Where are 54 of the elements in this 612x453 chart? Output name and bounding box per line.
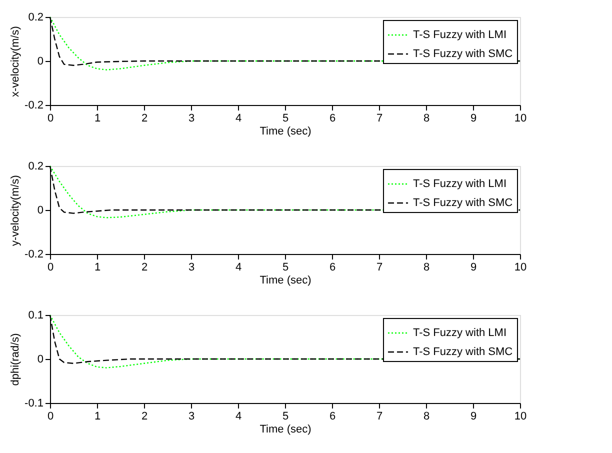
- legend-label: T-S Fuzzy with LMI: [413, 29, 507, 41]
- x-tick-label: 7: [376, 112, 383, 124]
- x-tick-label: 0: [47, 112, 54, 124]
- x-tick-label: 3: [188, 262, 195, 274]
- x-tick-label: 2: [141, 410, 148, 422]
- y-tick-label: -0.1: [24, 398, 44, 410]
- x-axis-title: Time (sec): [260, 424, 312, 436]
- legend-label: T-S Fuzzy with SMC: [413, 197, 513, 209]
- x-tick-label: 8: [423, 112, 430, 124]
- x-tick-label: 0: [47, 262, 54, 274]
- legend-label: T-S Fuzzy with SMC: [413, 48, 513, 60]
- x-tick-label: 10: [514, 410, 527, 422]
- y-tick-label: 0: [37, 204, 44, 216]
- x-tick-label: 8: [423, 262, 430, 274]
- y-tick-label: 0.1: [28, 310, 44, 322]
- x-tick-label: 2: [141, 262, 148, 274]
- x-tick-label: 9: [470, 262, 477, 274]
- x-tick-label: 7: [376, 410, 383, 422]
- x-tick-label: 0: [47, 410, 54, 422]
- y-tick-label: 0: [37, 56, 44, 68]
- x-tick-label: 3: [188, 410, 195, 422]
- y-tick-label: -0.2: [24, 100, 44, 112]
- x-axis-title: Time (sec): [260, 126, 312, 138]
- legend-label: T-S Fuzzy with LMI: [413, 327, 507, 339]
- legend-label: T-S Fuzzy with LMI: [413, 178, 507, 190]
- x-tick-label: 8: [423, 410, 430, 422]
- x-tick-label: 2: [141, 112, 148, 124]
- x-tick-label: 6: [329, 410, 336, 422]
- y-tick-label: -0.2: [24, 248, 44, 260]
- x-tick-label: 4: [235, 410, 242, 422]
- x-tick-label: 1: [94, 410, 101, 422]
- legend-label: T-S Fuzzy with SMC: [413, 346, 513, 358]
- x-tick-label: 10: [514, 112, 527, 124]
- x-tick-label: 5: [282, 410, 289, 422]
- x-tick-label: 1: [94, 112, 101, 124]
- x-tick-label: 6: [329, 262, 336, 274]
- x-tick-label: 6: [329, 112, 336, 124]
- y-tick-label: 0.2: [28, 12, 44, 24]
- x-tick-label: 1: [94, 262, 101, 274]
- y-axis-title: x-velocity(m/s): [10, 26, 22, 97]
- x-tick-label: 7: [376, 262, 383, 274]
- y-tick-label: 0: [37, 354, 44, 366]
- y-axis-title: y-velocity(m/s): [10, 175, 22, 246]
- x-tick-label: 5: [282, 112, 289, 124]
- y-tick-label: 0.2: [28, 160, 44, 172]
- x-tick-label: 4: [235, 262, 242, 274]
- x-tick-label: 10: [514, 262, 527, 274]
- x-tick-label: 9: [470, 112, 477, 124]
- x-tick-label: 9: [470, 410, 477, 422]
- x-axis-title: Time (sec): [260, 274, 312, 286]
- x-tick-label: 3: [188, 112, 195, 124]
- y-axis-title: dphi(rad/s): [10, 333, 22, 386]
- x-tick-label: 4: [235, 112, 242, 124]
- x-tick-label: 5: [282, 262, 289, 274]
